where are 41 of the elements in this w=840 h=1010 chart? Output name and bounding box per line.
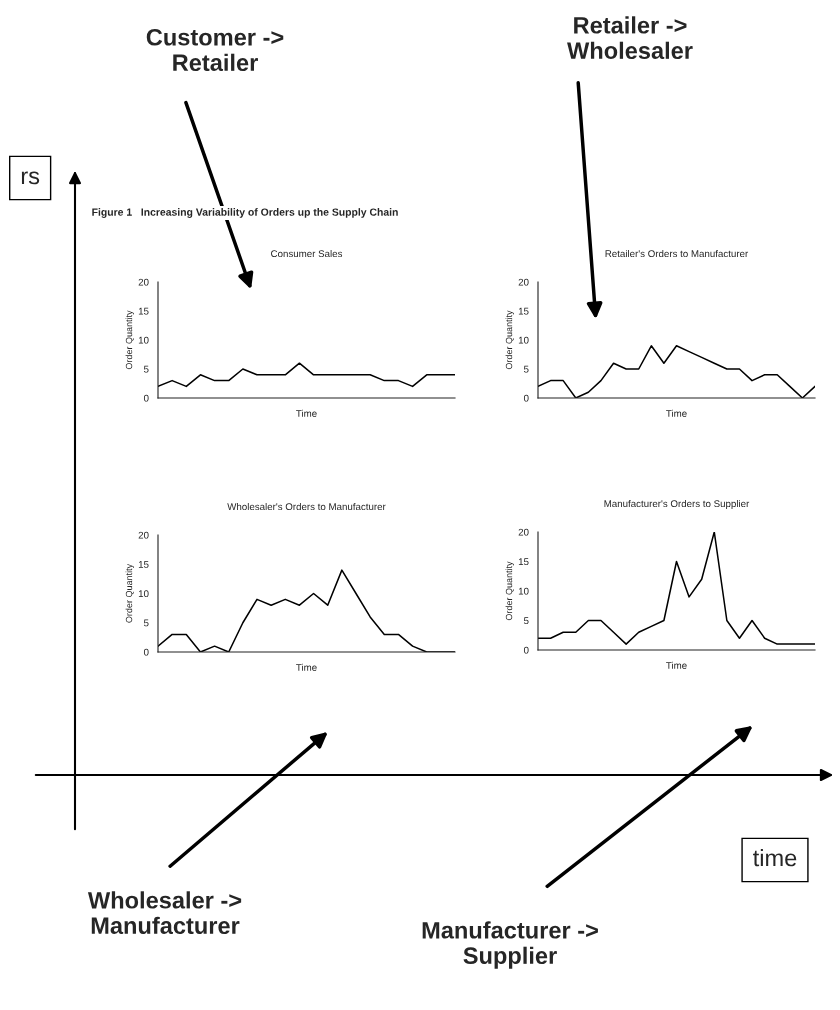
y-axis-title: Order Quantity	[505, 561, 514, 621]
y-tick-label: 20	[138, 278, 149, 286]
y-tick-label: 10	[138, 590, 149, 598]
chart-title: Retailer's Orders to Manufacturer	[605, 249, 749, 258]
chart-title: Wholesaler's Orders to Manufacturer	[227, 502, 386, 511]
chart-title: Manufacturer's Orders to Supplier	[604, 499, 750, 510]
y-tick-label: 0	[523, 646, 529, 654]
y-tick-label: 10	[518, 587, 529, 595]
line-series	[538, 532, 815, 645]
y-tick-label: 0	[523, 394, 529, 402]
text: Retailer -> Wholesaler	[567, 16, 693, 60]
y-tick-label: 15	[518, 307, 529, 315]
y-tick-label: 20	[138, 531, 149, 539]
y-tick-label: 0	[143, 394, 149, 402]
text: Wholesaler -> Manufacturer	[87, 891, 242, 935]
x-axis-title: Time	[296, 409, 317, 417]
y-tick-label: 15	[518, 558, 529, 566]
y-tick-label: 15	[138, 307, 149, 315]
x-axis-title: Time	[666, 409, 687, 417]
y-tick-label: 10	[518, 336, 529, 344]
text: rs	[21, 171, 40, 185]
line-series	[158, 362, 455, 388]
text: time	[753, 848, 797, 867]
y-tick-label: 0	[143, 648, 149, 656]
y-tick-label: 5	[523, 617, 529, 625]
text: Customer -> Retailer	[146, 28, 284, 72]
y-tick-label: 5	[143, 365, 149, 373]
text: Manufacturer -> Supplier	[422, 921, 598, 969]
x-axis-title: Time	[666, 661, 687, 669]
y-tick-label: 10	[138, 336, 149, 344]
y-axis-title: Order Quantity	[125, 310, 134, 370]
chart-title: Consumer Sales	[271, 249, 343, 258]
y-tick-label: 5	[523, 365, 529, 373]
y-axis-title: Order Quantity	[505, 310, 514, 370]
y-axis-title: Order Quantity	[125, 563, 134, 623]
x-axis-title: Time	[296, 663, 317, 671]
caption: Figure 1 Increasing Variability of Orders up the Supply Chain	[92, 208, 398, 218]
y-tick-label: 20	[518, 278, 529, 286]
y-tick-label: 5	[143, 619, 149, 627]
y-tick-label: 20	[518, 528, 529, 536]
y-tick-label: 15	[138, 561, 149, 568]
